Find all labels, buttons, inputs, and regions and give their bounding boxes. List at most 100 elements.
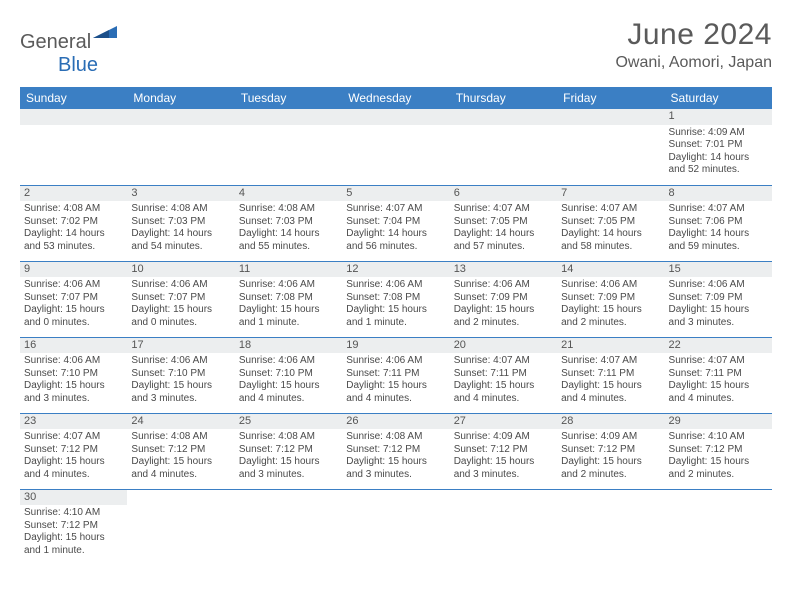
calendar-row: 2Sunrise: 4:08 AMSunset: 7:02 PMDaylight…	[20, 185, 772, 261]
sunset-text: Sunset: 7:07 PM	[131, 292, 230, 305]
day-number: 22	[665, 338, 772, 354]
calendar-row: 16Sunrise: 4:06 AMSunset: 7:10 PMDayligh…	[20, 337, 772, 413]
daylight-text: Daylight: 14 hours and 52 minutes.	[669, 152, 768, 177]
day-number: 19	[342, 338, 449, 354]
sunrise-text: Sunrise: 4:07 AM	[24, 431, 123, 444]
calendar-row: 23Sunrise: 4:07 AMSunset: 7:12 PMDayligh…	[20, 413, 772, 489]
sunrise-text: Sunrise: 4:08 AM	[131, 431, 230, 444]
day-header: Monday	[127, 87, 234, 109]
calendar-cell: 18Sunrise: 4:06 AMSunset: 7:10 PMDayligh…	[235, 337, 342, 413]
daylight-text: Daylight: 15 hours and 3 minutes.	[24, 380, 123, 405]
sunset-text: Sunset: 7:08 PM	[239, 292, 338, 305]
empty-daynum	[557, 109, 664, 125]
daylight-text: Daylight: 15 hours and 4 minutes.	[239, 380, 338, 405]
day-number: 9	[20, 262, 127, 278]
day-number: 4	[235, 186, 342, 202]
calendar-cell: 22Sunrise: 4:07 AMSunset: 7:11 PMDayligh…	[665, 337, 772, 413]
day-number: 21	[557, 338, 664, 354]
day-number: 24	[127, 414, 234, 430]
daylight-text: Daylight: 14 hours and 58 minutes.	[561, 228, 660, 253]
calendar-cell: 30Sunrise: 4:10 AMSunset: 7:12 PMDayligh…	[20, 489, 127, 565]
day-number: 26	[342, 414, 449, 430]
calendar-cell	[665, 489, 772, 565]
sunset-text: Sunset: 7:04 PM	[346, 216, 445, 229]
sunset-text: Sunset: 7:09 PM	[454, 292, 553, 305]
daylight-text: Daylight: 15 hours and 3 minutes.	[454, 456, 553, 481]
daylight-text: Daylight: 14 hours and 56 minutes.	[346, 228, 445, 253]
sunset-text: Sunset: 7:10 PM	[239, 368, 338, 381]
calendar-cell: 4Sunrise: 4:08 AMSunset: 7:03 PMDaylight…	[235, 185, 342, 261]
day-number: 11	[235, 262, 342, 278]
sunrise-text: Sunrise: 4:08 AM	[24, 203, 123, 216]
calendar-row: 30Sunrise: 4:10 AMSunset: 7:12 PMDayligh…	[20, 489, 772, 565]
day-number: 2	[20, 186, 127, 202]
day-number: 1	[665, 109, 772, 125]
calendar-cell: 5Sunrise: 4:07 AMSunset: 7:04 PMDaylight…	[342, 185, 449, 261]
sunrise-text: Sunrise: 4:10 AM	[669, 431, 768, 444]
day-header: Friday	[557, 87, 664, 109]
day-number: 27	[450, 414, 557, 430]
location: Owani, Aomori, Japan	[615, 54, 772, 72]
calendar-table: Sunday Monday Tuesday Wednesday Thursday…	[20, 87, 772, 565]
sunset-text: Sunset: 7:11 PM	[346, 368, 445, 381]
calendar-cell: 24Sunrise: 4:08 AMSunset: 7:12 PMDayligh…	[127, 413, 234, 489]
sunrise-text: Sunrise: 4:09 AM	[669, 127, 768, 140]
calendar-cell	[20, 109, 127, 185]
day-number: 28	[557, 414, 664, 430]
calendar-cell	[450, 109, 557, 185]
empty-daynum	[20, 109, 127, 125]
sunrise-text: Sunrise: 4:06 AM	[561, 279, 660, 292]
sunset-text: Sunset: 7:12 PM	[24, 444, 123, 457]
sunset-text: Sunset: 7:12 PM	[669, 444, 768, 457]
sunrise-text: Sunrise: 4:07 AM	[454, 203, 553, 216]
daylight-text: Daylight: 14 hours and 57 minutes.	[454, 228, 553, 253]
calendar-cell: 21Sunrise: 4:07 AMSunset: 7:11 PMDayligh…	[557, 337, 664, 413]
sunrise-text: Sunrise: 4:06 AM	[131, 279, 230, 292]
sunset-text: Sunset: 7:11 PM	[669, 368, 768, 381]
daylight-text: Daylight: 15 hours and 3 minutes.	[346, 456, 445, 481]
daylight-text: Daylight: 15 hours and 0 minutes.	[131, 304, 230, 329]
sunset-text: Sunset: 7:01 PM	[669, 139, 768, 152]
logo-text: GeneralBlue	[20, 24, 119, 77]
sunset-text: Sunset: 7:12 PM	[239, 444, 338, 457]
calendar-cell: 15Sunrise: 4:06 AMSunset: 7:09 PMDayligh…	[665, 261, 772, 337]
daylight-text: Daylight: 14 hours and 59 minutes.	[669, 228, 768, 253]
day-number: 13	[450, 262, 557, 278]
calendar-cell: 7Sunrise: 4:07 AMSunset: 7:05 PMDaylight…	[557, 185, 664, 261]
calendar-cell: 20Sunrise: 4:07 AMSunset: 7:11 PMDayligh…	[450, 337, 557, 413]
calendar-cell: 10Sunrise: 4:06 AMSunset: 7:07 PMDayligh…	[127, 261, 234, 337]
daylight-text: Daylight: 15 hours and 4 minutes.	[24, 456, 123, 481]
daylight-text: Daylight: 15 hours and 3 minutes.	[239, 456, 338, 481]
calendar-cell: 11Sunrise: 4:06 AMSunset: 7:08 PMDayligh…	[235, 261, 342, 337]
day-number: 29	[665, 414, 772, 430]
daylight-text: Daylight: 15 hours and 1 minute.	[239, 304, 338, 329]
daylight-text: Daylight: 15 hours and 1 minute.	[346, 304, 445, 329]
calendar-cell: 9Sunrise: 4:06 AMSunset: 7:07 PMDaylight…	[20, 261, 127, 337]
daylight-text: Daylight: 15 hours and 3 minutes.	[131, 380, 230, 405]
daylight-text: Daylight: 15 hours and 1 minute.	[24, 532, 123, 557]
sunrise-text: Sunrise: 4:07 AM	[561, 355, 660, 368]
sunrise-text: Sunrise: 4:06 AM	[239, 279, 338, 292]
calendar-cell: 17Sunrise: 4:06 AMSunset: 7:10 PMDayligh…	[127, 337, 234, 413]
sunrise-text: Sunrise: 4:07 AM	[454, 355, 553, 368]
sunset-text: Sunset: 7:12 PM	[24, 520, 123, 533]
calendar-cell: 1 Sunrise: 4:09 AMSunset: 7:01 PMDaylight…	[665, 109, 772, 185]
daylight-text: Daylight: 15 hours and 2 minutes.	[561, 304, 660, 329]
day-header: Saturday	[665, 87, 772, 109]
day-number: 30	[20, 490, 127, 506]
calendar-cell: 26Sunrise: 4:08 AMSunset: 7:12 PMDayligh…	[342, 413, 449, 489]
day-number: 18	[235, 338, 342, 354]
daylight-text: Daylight: 15 hours and 2 minutes.	[669, 456, 768, 481]
flag-icon	[93, 24, 119, 42]
day-number: 12	[342, 262, 449, 278]
daylight-text: Daylight: 15 hours and 0 minutes.	[24, 304, 123, 329]
sunset-text: Sunset: 7:05 PM	[454, 216, 553, 229]
daylight-text: Daylight: 15 hours and 2 minutes.	[561, 456, 660, 481]
daylight-text: Daylight: 14 hours and 53 minutes.	[24, 228, 123, 253]
daylight-text: Daylight: 15 hours and 4 minutes.	[346, 380, 445, 405]
calendar-cell: 13Sunrise: 4:06 AMSunset: 7:09 PMDayligh…	[450, 261, 557, 337]
sunrise-text: Sunrise: 4:09 AM	[454, 431, 553, 444]
calendar-cell: 3Sunrise: 4:08 AMSunset: 7:03 PMDaylight…	[127, 185, 234, 261]
calendar-cell: 16Sunrise: 4:06 AMSunset: 7:10 PMDayligh…	[20, 337, 127, 413]
sunset-text: Sunset: 7:12 PM	[346, 444, 445, 457]
